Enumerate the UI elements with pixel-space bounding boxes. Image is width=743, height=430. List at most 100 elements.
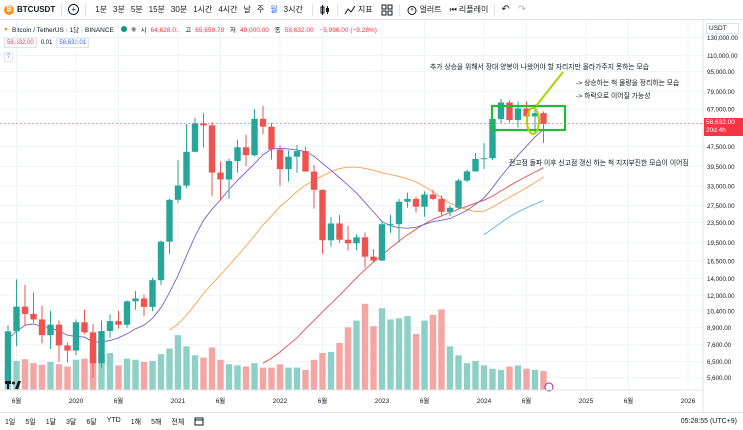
candle-body [506,102,513,120]
price-tick-label: 130,000.00 [707,35,739,42]
ma-blue-line [483,200,544,236]
candle-body [89,332,97,364]
price-tick-label: 47,500.00 [707,144,735,151]
timeframe-1[interactable]: 3분 [113,5,125,14]
candle-body [225,161,233,180]
volume-bar [463,363,471,390]
candle-body [540,113,547,124]
buy-price[interactable]: 58,632.01 [56,38,90,48]
separator [85,3,87,16]
alert-button[interactable]: 얼러트 [402,0,446,20]
replay-button[interactable]: ⏮ 리플레이 [446,0,493,20]
rewind-icon: ⏮ [449,4,457,14]
volume-bar [523,368,530,390]
timeframe-10[interactable]: 3시간 [283,5,303,14]
range-buttons: 1일 5일 1달 3달 6달 YTD 1해 5해 전체 [0,417,189,427]
price-tick-label: 19,500.00 [707,240,735,247]
range-0[interactable]: 1일 [5,418,16,426]
candle-body [370,256,377,261]
layout-button[interactable] [377,0,397,20]
volume-bar [72,359,80,390]
volume-bar [497,369,505,390]
price-tick-label: 33,000.00 [707,183,735,190]
range-6[interactable]: 1해 [130,418,142,426]
chart-type-button[interactable] [315,0,335,20]
volume-bar [55,364,63,390]
time-tick-label: 6월 [114,396,124,405]
grid-layout-icon [381,4,393,15]
help-button[interactable]: ? [4,52,14,62]
price-tick-label: 16,500.00 [707,258,735,265]
timeframe-5[interactable]: 1시간 [193,5,213,14]
volume-bar [327,351,335,390]
price-tick-label: 79,000.00 [707,89,735,96]
range-1[interactable]: 5일 [25,418,36,426]
range-7[interactable]: 5해 [151,418,162,426]
price-chart[interactable]: 130,000.00 110,000.00 95,000.00 79,000.00 67… [0,20,743,412]
price-tick-label: 23,500.00 [707,220,735,227]
annotation-main[interactable]: 추가 상승을 위해서 장대 양봉이 나왔어야 할 자리지만 올라가주지 못하는 … [430,64,649,71]
annotation-bottom[interactable]: 전고점 돌파 이후 신고점 갱신 하는 척 지지부진한 모습이 이어짐 [509,160,689,167]
candle-body [234,147,241,162]
timeframe-2[interactable]: 5분 [130,5,143,14]
annotation-note-2[interactable]: -> 하락으로 이어질 가능성 [576,93,651,100]
timeframe-8[interactable]: 주 [256,5,265,14]
candle-body [421,194,428,207]
timeframe-7[interactable]: 날 [243,5,251,14]
time-tick-label: 2022 [273,398,288,405]
timeframe-0[interactable]: 1분 [95,5,108,14]
volume-bar [370,326,377,390]
sell-price[interactable]: 58,632.00 [4,38,37,48]
volume-bar [361,303,369,390]
event-marker-icon [544,382,554,392]
currency-selector[interactable]: USDT [706,23,739,34]
range-3[interactable]: 3달 [66,418,77,426]
candle-body [276,149,284,170]
price-axis[interactable]: 130,000.00 110,000.00 95,000.00 79,000.00 67… [702,20,739,412]
volume-bar [353,320,360,390]
candle-body [251,118,258,156]
candle-body [30,313,37,320]
volume-bar [106,353,114,390]
candle-body [480,158,488,160]
timeframe-9[interactable]: 월 [270,5,278,14]
price-tick-label: 8,900.00 [707,325,732,332]
timeframe-3[interactable]: 15분 [148,5,165,14]
add-symbol-button[interactable]: + [64,0,83,20]
range-2[interactable]: 1달 [45,418,57,426]
tv-logo-icon [5,381,21,389]
indicators-label: 지표 [357,5,373,14]
redo-button[interactable]: ↷ [514,0,530,20]
candle-body [353,237,360,244]
current-price-tag: 58,632.00 20d 4h [704,117,743,136]
time-tick-label: 6월 [12,396,22,405]
volume-bar [540,370,547,390]
candle-body [242,147,250,156]
volume-bar [242,366,250,390]
eye-icon[interactable]: ◉ [130,26,137,33]
candles-icon [320,4,329,15]
pointer-line [535,71,564,107]
bottom-range-bar: 1일 5일 1달 3달 6달 YTD 1해 5해 전체 05:28:55 (UTC+9) [0,412,743,430]
indicators-button[interactable]: 지표 [340,0,377,20]
candle-body [489,118,496,159]
range-8[interactable]: 전체 [171,418,185,426]
volume-bar [480,365,488,390]
range-5[interactable]: YTD [106,416,121,424]
clock[interactable]: 05:28:55 (UTC+9) [680,418,737,425]
candle-body [378,224,386,261]
volume-bar [395,318,403,390]
symbol-search[interactable]: ₿ BTCUSDT [0,0,59,20]
volume-bar [81,358,88,390]
range-4[interactable]: 6달 [86,418,97,426]
timeframe-6[interactable]: 4시간 [218,5,238,14]
annotation-note-1[interactable]: -> 상승하는 척 물량을 정리하는 모습 [576,80,680,87]
plus-icon: + [68,4,80,15]
date-range-button[interactable] [189,416,209,428]
timeframe-4[interactable]: 30분 [170,5,188,14]
undo-button[interactable]: ↶ [497,0,513,20]
candle-body [404,198,411,202]
legend-title[interactable]: Bitcoin / TetherUS · 1달 · BINANCE [11,27,114,34]
time-axis[interactable]: 6월 2020 6월 2021 6월 2022 6월 2023 6월 2024 6월 2025 6월 20… [0,389,703,405]
